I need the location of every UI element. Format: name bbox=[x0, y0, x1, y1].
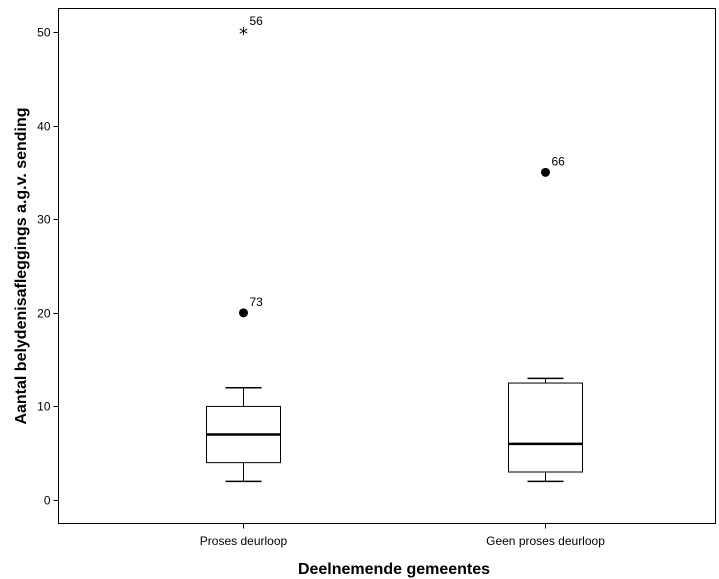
y-tick-label: 10 bbox=[37, 400, 51, 414]
y-tick-label: 50 bbox=[37, 26, 51, 40]
box-2: 66 bbox=[508, 154, 583, 483]
y-tick-label: 0 bbox=[44, 494, 51, 508]
x-tick-label: Proses deurloop bbox=[200, 534, 288, 548]
box-1: 73 *56 bbox=[206, 14, 281, 483]
y-tick-label: 40 bbox=[37, 120, 51, 134]
outlier-label: 56 bbox=[250, 14, 264, 28]
extreme-outlier-star: * bbox=[239, 24, 248, 45]
outlier-point bbox=[239, 308, 248, 318]
outlier-label: 66 bbox=[552, 154, 566, 168]
iqr-box bbox=[508, 382, 583, 473]
y-tick-label: 20 bbox=[37, 307, 51, 321]
y-axis-title: Aantal belydenisafleggings a.g.v. sendin… bbox=[13, 107, 30, 424]
boxes-group: 73 *56 66 bbox=[206, 14, 583, 483]
y-axis-ticks: 0 10 20 30 40 50 bbox=[37, 26, 59, 508]
plot-frame bbox=[58, 8, 716, 524]
y-tick-label: 30 bbox=[37, 213, 51, 227]
x-axis-labels: Proses deurloop Geen proses deurloop bbox=[200, 523, 605, 548]
outlier-point bbox=[541, 167, 550, 177]
x-tick-label: Geen proses deurloop bbox=[486, 534, 605, 548]
outlier-label: 73 bbox=[250, 295, 264, 309]
x-axis-title: Deelnemende gemeentes bbox=[298, 561, 490, 578]
